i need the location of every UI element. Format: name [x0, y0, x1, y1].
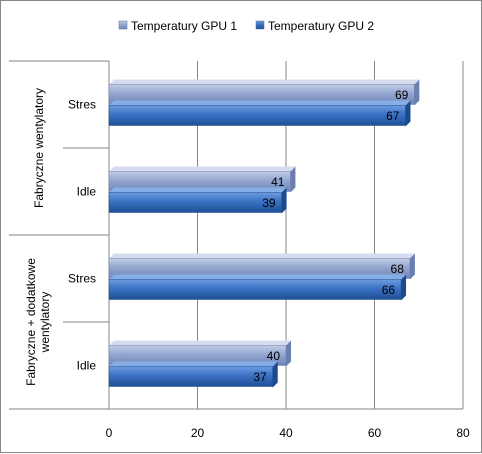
x-tick-labels: 0 20 40 60 80: [106, 426, 470, 440]
bar-side: [409, 253, 415, 280]
category-label: Idle: [77, 185, 97, 199]
legend-swatch: [255, 20, 265, 30]
legend-label: Temperatury GPU 2: [268, 19, 374, 33]
bar: [108, 192, 282, 213]
bar-side: [286, 340, 291, 367]
bar-side: [414, 79, 420, 106]
category-labels: Stres Idle Fabryczne wentylatory Stres Idle F…: [24, 88, 97, 386]
group-label: Fabryczne wentylatory: [32, 88, 46, 208]
data-label: 69: [395, 88, 409, 102]
bar-top: [109, 253, 415, 259]
bar-side: [290, 166, 296, 193]
bar: [108, 366, 273, 387]
category-label: Idle: [77, 359, 97, 373]
x-tick-label: 40: [279, 426, 293, 440]
data-label: 40: [267, 349, 281, 363]
x-tick-label: 60: [368, 426, 382, 440]
data-label: 67: [386, 109, 400, 123]
legend-label: Temperatury GPU 1: [131, 19, 237, 33]
bar-top: [109, 361, 278, 367]
bar-top: [109, 274, 407, 280]
bar-side: [401, 274, 407, 301]
data-label: 39: [262, 196, 276, 210]
bar-side: [272, 361, 278, 388]
data-label: 68: [391, 262, 405, 276]
bar-top: [109, 340, 291, 346]
data-label: 66: [382, 283, 396, 297]
group-label: Fabryczne + dodatkowewentylatory: [24, 258, 52, 386]
bar-top: [109, 166, 296, 172]
legend-swatch: [118, 20, 128, 30]
bar-top: [109, 187, 287, 193]
bar-top: [109, 79, 420, 85]
data-label: 41: [271, 175, 285, 189]
category-label: Stres: [68, 272, 96, 286]
bar: [108, 279, 402, 300]
x-tick-label: 80: [456, 426, 470, 440]
x-tick-label: 0: [106, 426, 113, 440]
bar-side: [281, 187, 287, 214]
legend: Temperatury GPU 1 Temperatury GPU 2: [118, 19, 374, 33]
category-label: Stres: [68, 98, 96, 112]
x-tick-label: 20: [191, 426, 205, 440]
bar: [108, 105, 406, 126]
bar-top: [109, 100, 411, 106]
bar-side: [405, 100, 411, 127]
data-label: 37: [253, 370, 267, 384]
